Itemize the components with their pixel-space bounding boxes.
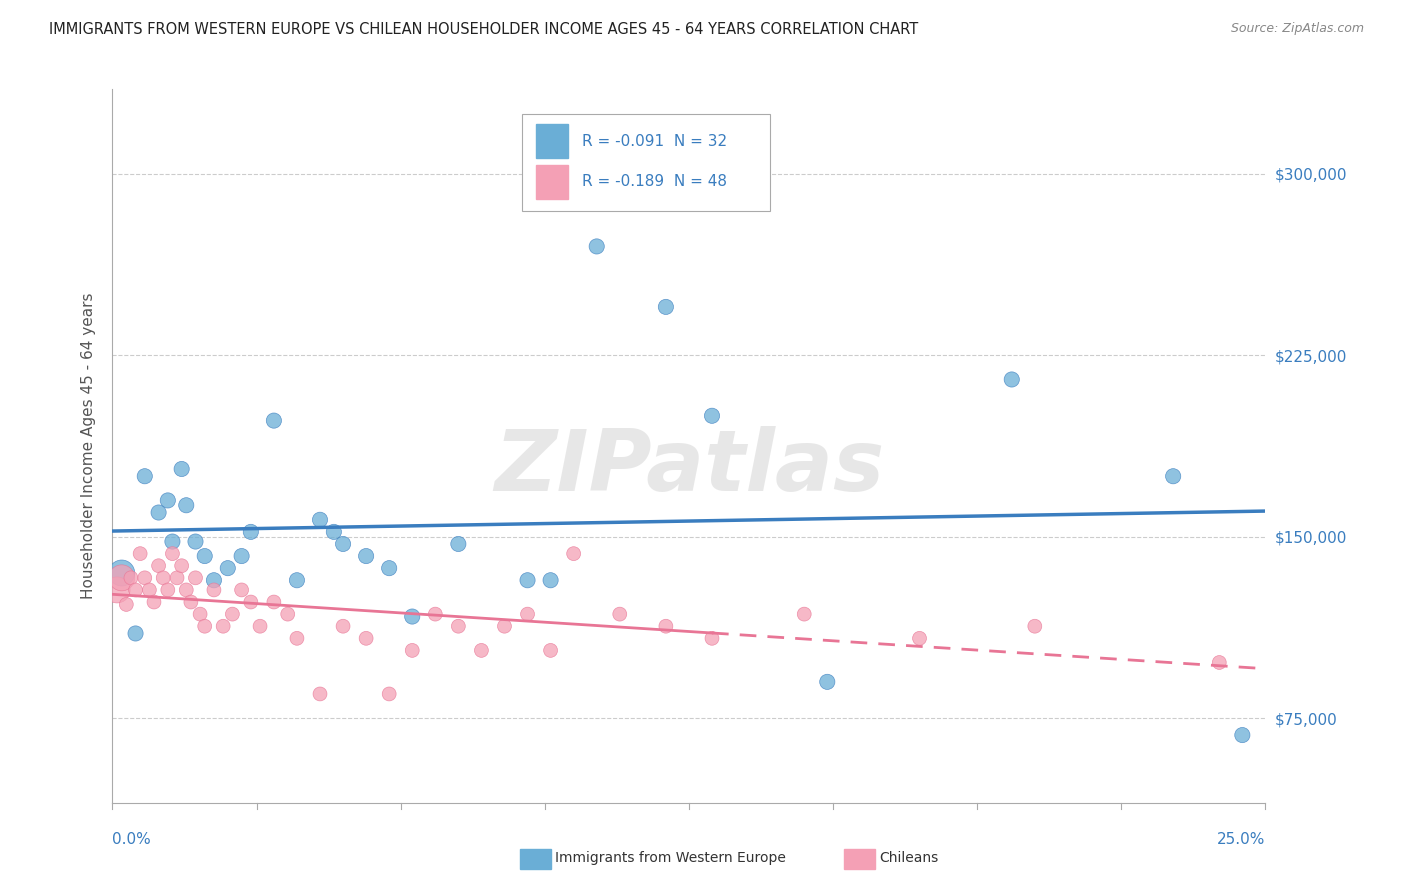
Point — [239, 524, 262, 539]
Point — [115, 598, 138, 612]
Point — [134, 469, 156, 483]
Point — [249, 619, 271, 633]
Point — [111, 566, 134, 580]
Point — [148, 558, 170, 573]
Point — [202, 574, 225, 588]
Point — [562, 547, 585, 561]
FancyBboxPatch shape — [536, 124, 568, 159]
Point — [174, 498, 197, 512]
Point — [470, 643, 492, 657]
Point — [655, 619, 678, 633]
Text: Chileans: Chileans — [879, 851, 938, 865]
Point — [1001, 372, 1024, 386]
Point — [124, 582, 146, 597]
Point — [700, 409, 723, 423]
Point — [1024, 619, 1046, 633]
Point — [309, 687, 332, 701]
Text: ZIPatlas: ZIPatlas — [494, 425, 884, 509]
Point — [332, 619, 354, 633]
Point — [378, 561, 401, 575]
Point — [609, 607, 631, 621]
Point — [212, 619, 235, 633]
Point — [120, 571, 142, 585]
Point — [231, 549, 253, 563]
Point — [156, 582, 179, 597]
FancyBboxPatch shape — [536, 165, 568, 199]
Point — [447, 619, 470, 633]
Text: R = -0.091  N = 32: R = -0.091 N = 32 — [582, 134, 727, 149]
Point — [815, 674, 838, 689]
Point — [184, 571, 207, 585]
Point — [263, 414, 285, 428]
Text: 0.0%: 0.0% — [112, 832, 152, 847]
Point — [134, 571, 156, 585]
Point — [655, 300, 678, 314]
Point — [1161, 469, 1184, 483]
Point — [1232, 728, 1254, 742]
Point — [162, 534, 184, 549]
Point — [516, 574, 538, 588]
Point — [111, 571, 134, 585]
Point — [188, 607, 211, 621]
Point — [494, 619, 516, 633]
Point — [309, 513, 332, 527]
Point — [378, 687, 401, 701]
Point — [285, 574, 308, 588]
Point — [156, 493, 179, 508]
Point — [585, 239, 607, 253]
Text: R = -0.189  N = 48: R = -0.189 N = 48 — [582, 175, 727, 189]
Point — [129, 547, 152, 561]
Point — [148, 506, 170, 520]
Point — [700, 632, 723, 646]
Point — [540, 643, 562, 657]
Point — [540, 574, 562, 588]
Point — [401, 643, 423, 657]
Point — [194, 549, 217, 563]
Point — [263, 595, 285, 609]
Point — [1208, 656, 1230, 670]
Point — [221, 607, 243, 621]
Point — [516, 607, 538, 621]
Point — [162, 547, 184, 561]
Point — [239, 595, 262, 609]
Point — [401, 609, 423, 624]
Point — [908, 632, 931, 646]
Point — [202, 582, 225, 597]
Point — [166, 571, 188, 585]
Point — [180, 595, 202, 609]
Y-axis label: Householder Income Ages 45 - 64 years: Householder Income Ages 45 - 64 years — [80, 293, 96, 599]
Point — [170, 558, 193, 573]
Point — [231, 582, 253, 597]
Point — [143, 595, 166, 609]
Text: Source: ZipAtlas.com: Source: ZipAtlas.com — [1230, 22, 1364, 36]
Point — [447, 537, 470, 551]
FancyBboxPatch shape — [522, 114, 769, 211]
Point — [322, 524, 344, 539]
Point — [152, 571, 174, 585]
Point — [285, 632, 308, 646]
Point — [425, 607, 447, 621]
Point — [138, 582, 160, 597]
Point — [793, 607, 815, 621]
Point — [217, 561, 239, 575]
Text: 25.0%: 25.0% — [1218, 832, 1265, 847]
Point — [277, 607, 299, 621]
Point — [354, 632, 377, 646]
Point — [174, 582, 197, 597]
Text: IMMIGRANTS FROM WESTERN EUROPE VS CHILEAN HOUSEHOLDER INCOME AGES 45 - 64 YEARS : IMMIGRANTS FROM WESTERN EUROPE VS CHILEA… — [49, 22, 918, 37]
Point — [105, 582, 128, 597]
Point — [354, 549, 377, 563]
Point — [170, 462, 193, 476]
Text: Immigrants from Western Europe: Immigrants from Western Europe — [555, 851, 786, 865]
Point — [184, 534, 207, 549]
Point — [124, 626, 146, 640]
Point — [332, 537, 354, 551]
Point — [194, 619, 217, 633]
